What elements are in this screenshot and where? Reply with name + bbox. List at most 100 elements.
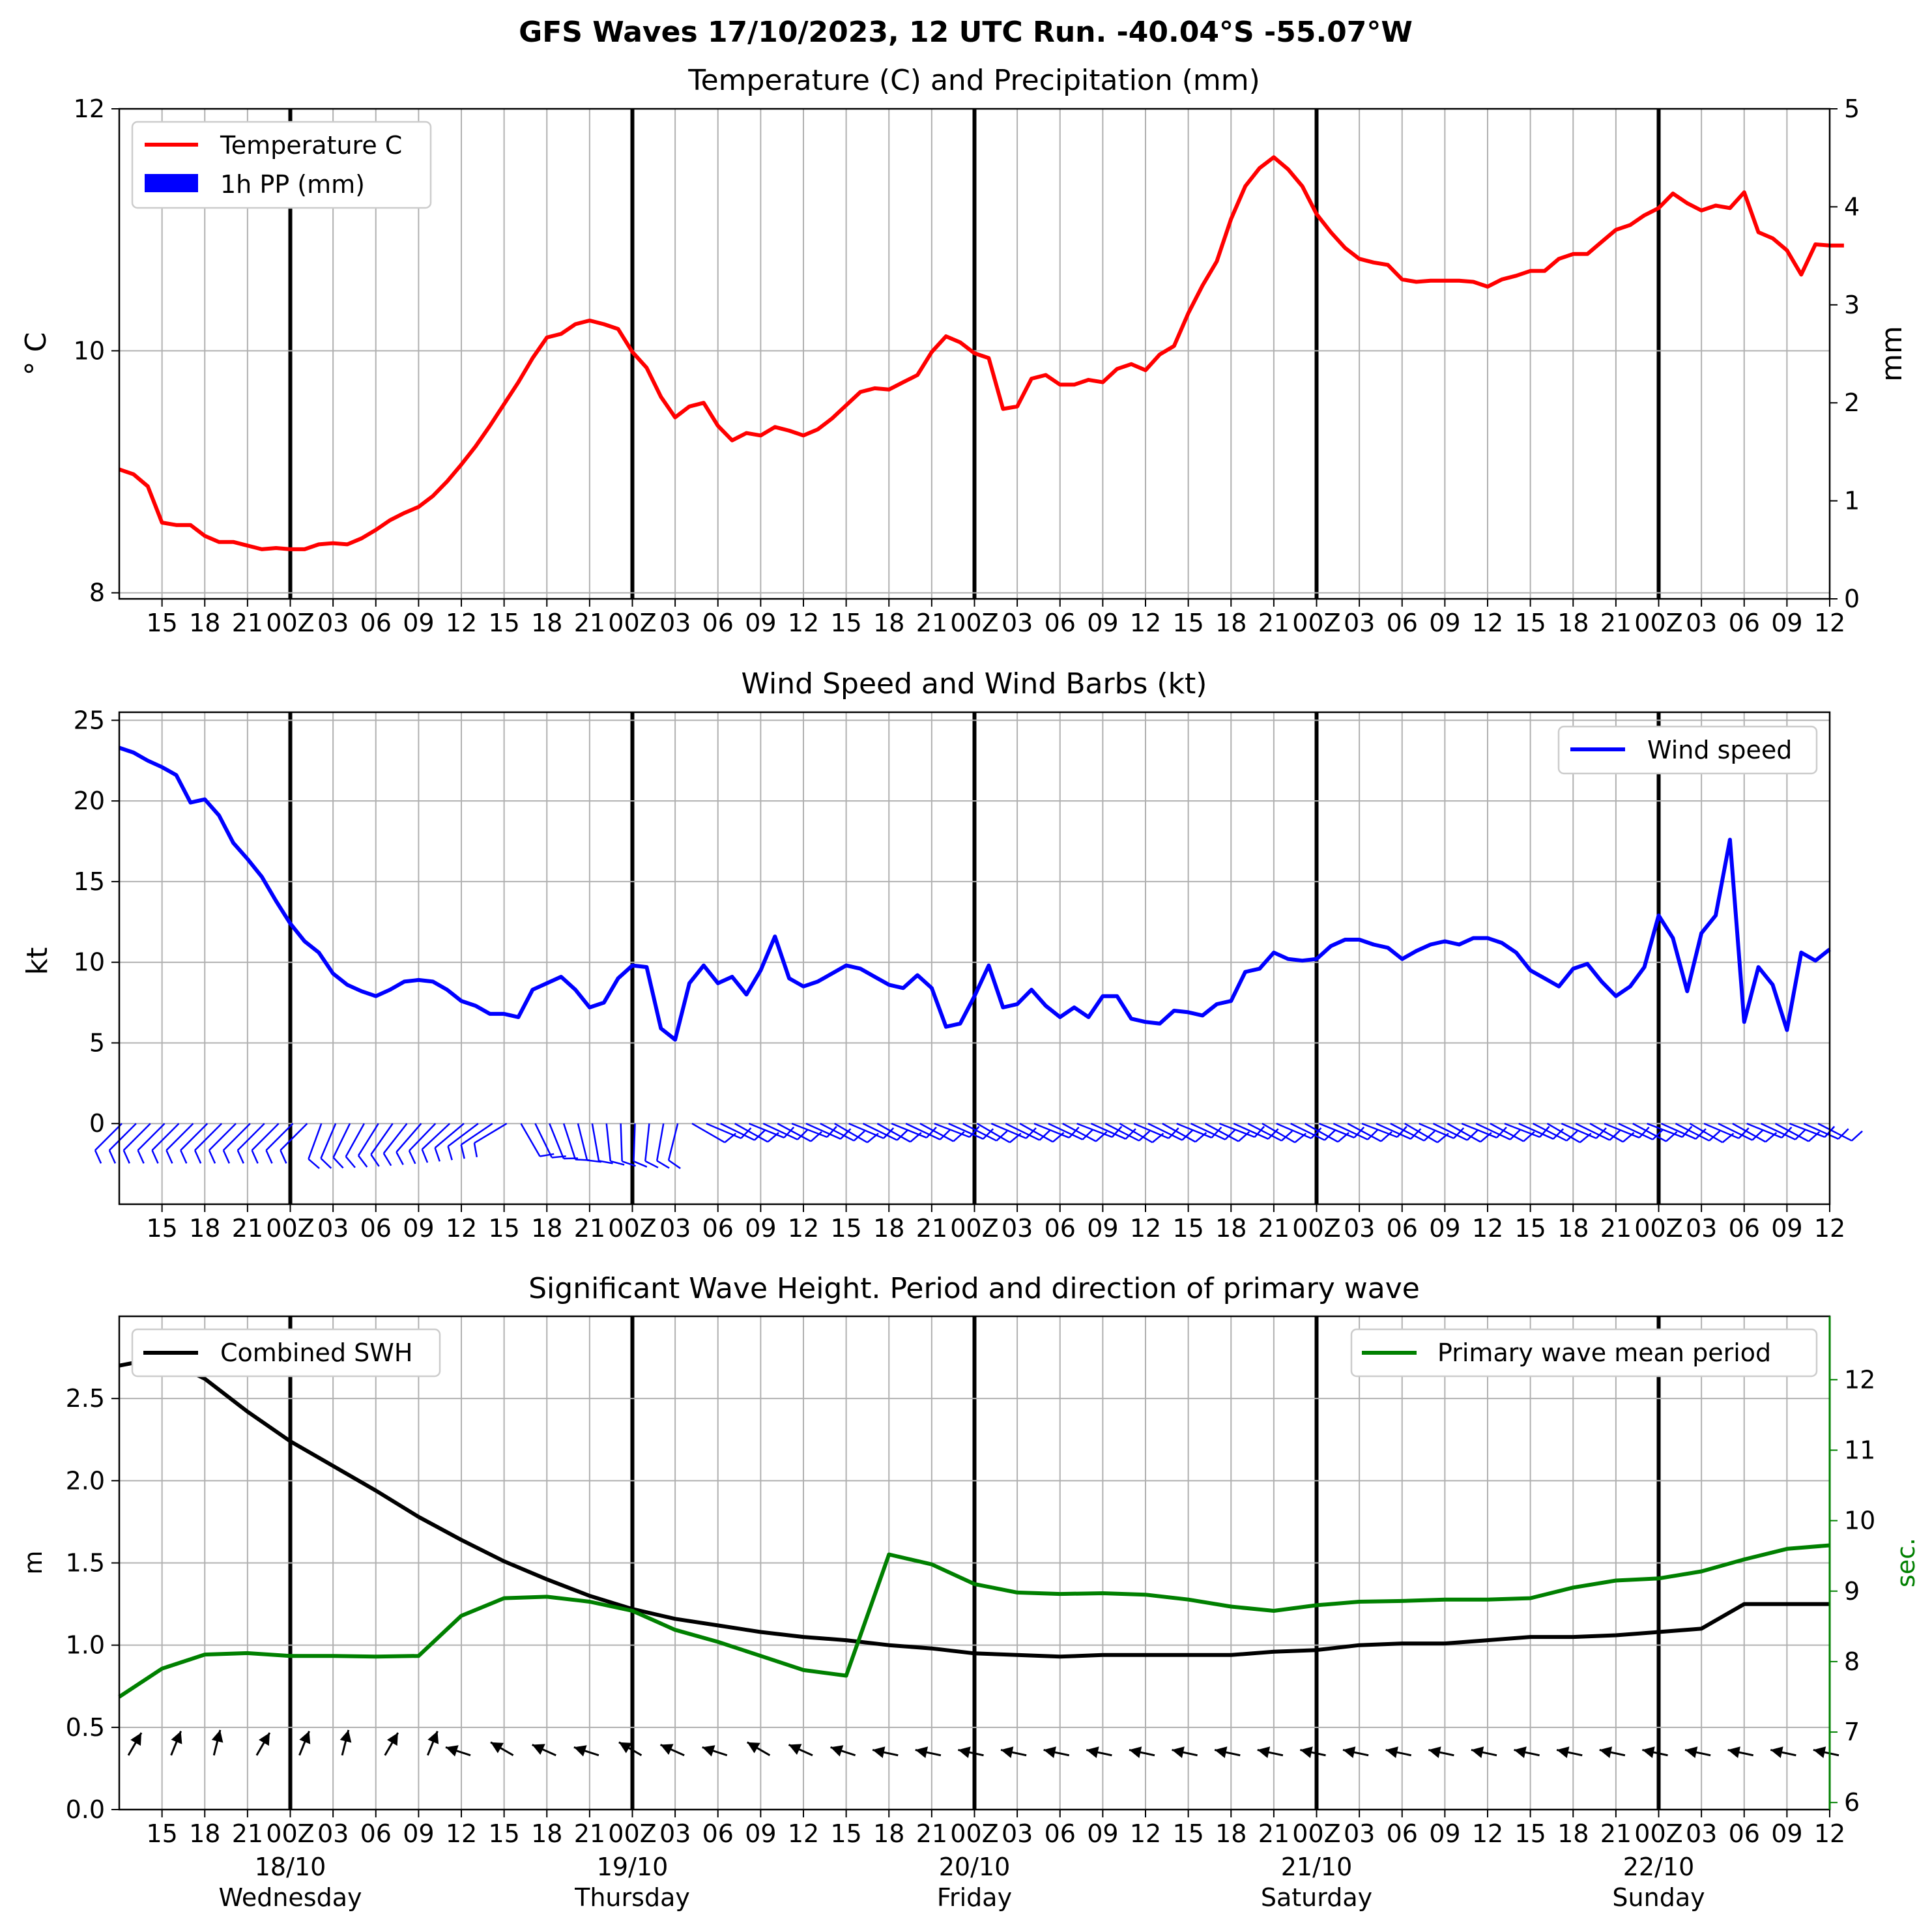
wave-arrow-head <box>1727 1746 1740 1758</box>
wind-barb <box>1276 1123 1312 1140</box>
wind-barb <box>834 1123 868 1144</box>
y2-tick-label: 12 <box>1844 1365 1875 1394</box>
wind-barb <box>1718 1123 1753 1141</box>
temperature-y-ticks: 8 10 12 <box>74 94 119 607</box>
x-tick-label: 12 <box>1472 1819 1503 1848</box>
wind-barb <box>777 1123 812 1142</box>
wind-barb <box>1305 1123 1338 1143</box>
wind-barb-tick <box>1595 1127 1607 1139</box>
wind-barb-tick <box>1324 1129 1336 1141</box>
x-tick-label: 18 <box>531 609 562 637</box>
wave-arrow-head <box>130 1733 141 1746</box>
y-tick-label: 0.5 <box>66 1713 105 1742</box>
wind-barb-tick <box>1681 1125 1693 1138</box>
wave-panel: Significant Wave Height. Period and dire… <box>19 1272 1920 1912</box>
x-tick-label: 15 <box>146 1214 177 1243</box>
wind-barb <box>1533 1123 1567 1142</box>
x-tick-label: 12 <box>446 1214 477 1243</box>
wind-legend: Wind speed <box>1557 725 1818 775</box>
wind-barb-tick <box>396 1151 404 1165</box>
wind-barb-tick <box>740 1127 752 1139</box>
wind-barb <box>1190 1123 1226 1140</box>
wind-barb <box>1803 1123 1839 1140</box>
wind-barb <box>1162 1123 1196 1143</box>
wave-arrow-head <box>573 1745 587 1757</box>
wind-barb <box>1247 1123 1282 1142</box>
wave-arrow-head <box>660 1744 674 1755</box>
wind-barbs <box>94 1123 1863 1170</box>
wind-barb <box>1404 1123 1438 1144</box>
x-tick-label: 18 <box>873 1214 904 1243</box>
x-tick-label: 06 <box>702 609 734 637</box>
wind-barb-tick <box>108 1149 117 1164</box>
x-tick-label: 15 <box>1514 1819 1546 1848</box>
x-tick-label: 15 <box>488 1214 519 1243</box>
wind-barb <box>382 1123 408 1154</box>
wind-barb <box>1475 1123 1511 1140</box>
x-tick-label: 09 <box>403 1214 434 1243</box>
x-tick-label: 15 <box>1172 1819 1204 1848</box>
wind-barb <box>620 1123 623 1162</box>
x-tick-label: 09 <box>1429 609 1460 637</box>
x-tick-label: 03 <box>317 1214 349 1243</box>
wind-barb-tick <box>1752 1129 1764 1141</box>
wind-barb-tick <box>1082 1129 1094 1140</box>
y-tick-label: 2.0 <box>66 1466 105 1495</box>
wind-barb-tick <box>656 1160 670 1169</box>
wind-barb <box>1218 1123 1255 1138</box>
period-legend-box <box>1350 1328 1818 1378</box>
x-tick-label: 00Z <box>1634 1819 1682 1848</box>
x-tick-label: 09 <box>1771 609 1802 637</box>
x-tick-label: 18 <box>1557 1214 1589 1243</box>
x-tick-label: 03 <box>1686 1819 1717 1848</box>
wind-barb-tick <box>345 1156 356 1168</box>
wind-barb <box>1675 1123 1710 1142</box>
x-tick-label: 00Z <box>608 1214 656 1243</box>
wave-arrow-head <box>618 1742 632 1754</box>
wind-barb <box>1447 1123 1481 1143</box>
x-tick-label: 06 <box>702 1819 734 1848</box>
period-y-ticks: 6 7 8 9 10 11 12 <box>1828 1316 1875 1817</box>
wind-barb-tick <box>1695 1128 1707 1140</box>
wind-barb <box>474 1123 508 1144</box>
x-tick-label: 03 <box>1002 1214 1033 1243</box>
wind-barb <box>577 1123 588 1161</box>
y-tick-label: 10 <box>74 336 105 365</box>
wind-barb <box>1647 1123 1683 1138</box>
wind-barb-tick <box>308 1158 320 1170</box>
wind-grid <box>119 712 1830 1204</box>
wind-barb <box>762 1123 798 1140</box>
y2-tick-label: 2 <box>1844 388 1860 417</box>
wave-arrow-head <box>747 1742 760 1754</box>
wind-barb-tick <box>1523 1131 1535 1142</box>
x-tick-label: 21 <box>1258 1819 1290 1848</box>
wind-barb-tick <box>754 1129 766 1141</box>
x-tick-label: 03 <box>1002 609 1033 637</box>
x-tick-label: 06 <box>1387 609 1418 637</box>
y2-tick-label: 0 <box>1844 585 1860 613</box>
wind-barb <box>1774 1123 1809 1142</box>
wind-barb-tick <box>180 1149 188 1164</box>
x-tick-label: 21 <box>1258 1214 1290 1243</box>
wind-barb <box>308 1123 323 1160</box>
x-tick-label: 15 <box>830 609 861 637</box>
wave-arrow-head <box>1001 1746 1014 1758</box>
precip-y-ticks: 0 1 2 3 4 5 <box>1830 94 1860 613</box>
x-tick-label: 18 <box>873 1819 904 1848</box>
wind-barb <box>1604 1123 1640 1139</box>
wind-barb-tick <box>408 1150 416 1164</box>
wave-arrow-head <box>1685 1746 1698 1758</box>
wind-barb <box>820 1123 855 1142</box>
wind-barb <box>251 1123 280 1151</box>
wind-barb-tick <box>853 1130 865 1142</box>
wind-barb <box>919 1123 954 1142</box>
wind-barb <box>1817 1123 1853 1142</box>
x-tick-label: 12 <box>1472 1214 1503 1243</box>
wind-y-ticks: 0 5 10 15 20 25 <box>74 706 119 1138</box>
wind-barb <box>1233 1123 1269 1140</box>
wave-arrow-head <box>788 1744 802 1755</box>
x-tick-label: 03 <box>1344 1819 1375 1848</box>
wind-barb-tick <box>622 1161 636 1167</box>
x-tick-label: 21 <box>916 1214 947 1243</box>
